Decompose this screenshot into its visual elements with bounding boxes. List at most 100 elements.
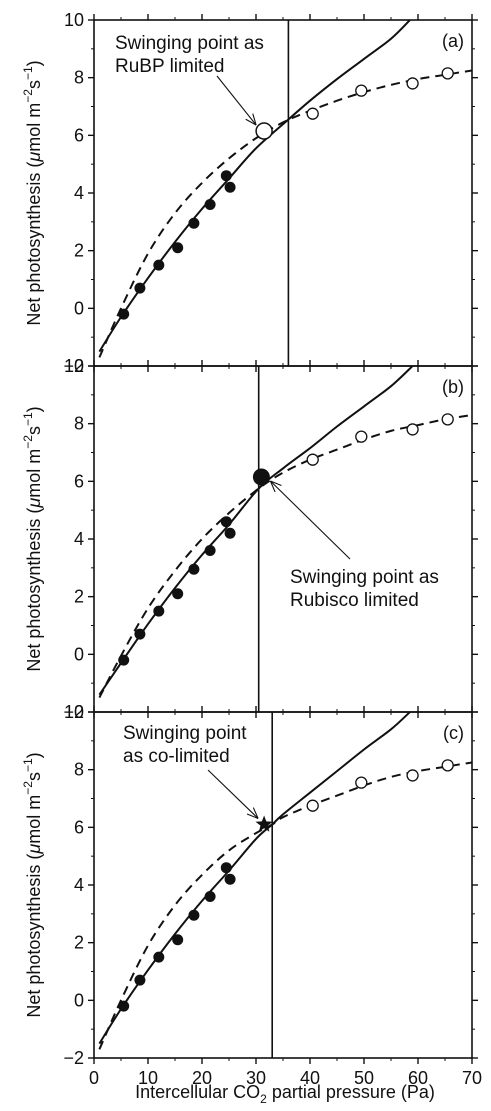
open-point [441,759,454,772]
y-tick-label: 0 [74,644,84,664]
dashed-curve [98,414,472,699]
swinging-point-marker [252,468,270,486]
annotation-line: Rubisco limited [290,590,419,611]
open-point [355,430,368,443]
dashed-curve [98,69,472,358]
x-tick-label: 30 [246,1068,266,1088]
filled-point [172,934,184,946]
filled-point [220,862,232,874]
y-tick-label: −2 [63,702,84,722]
open-point [441,67,454,80]
x-tick-label: 40 [300,1068,320,1088]
open-point [306,107,319,120]
y-tick-label: 10 [64,356,84,376]
annotation-line: Swinging point as [115,33,264,54]
x-tick-label: 60 [408,1068,428,1088]
filled-point [118,654,130,666]
panel-1: −2 0 2 4 6 8 10 Net photosynthesis (μmol m−2s−1… [21,10,478,376]
open-point [406,423,419,436]
filled-point [153,605,165,617]
y-tick-label: 0 [74,990,84,1010]
filled-point [224,181,236,193]
filled-point [220,170,232,182]
x-axis-title: Intercellular CO2 partial pressure (Pa) [135,1082,435,1106]
filled-point [134,282,146,294]
filled-point [188,563,200,575]
panel-tag: (b) [442,377,464,397]
y-tick-label: 6 [74,817,84,837]
x-tick-label: 10 [138,1068,158,1088]
y-axis-title: Net photosynthesis (μmol m−2s−1) [21,60,44,325]
open-point [406,77,419,90]
x-tick-label: 50 [354,1068,374,1088]
annotation-arrowhead [245,113,257,126]
solid-curve [98,366,414,696]
filled-point [220,516,232,528]
plot-area [98,20,472,366]
filled-point [204,545,216,557]
dashed-curve [98,761,472,1050]
x-tick-label: 70 [462,1068,482,1088]
annotation-arrowhead [246,807,259,819]
x-tick-label: 20 [192,1068,212,1088]
filled-point [172,588,184,600]
open-point [306,799,319,812]
annotation-arrow [270,480,351,560]
annotation-arrow [216,75,257,126]
y-tick-label: −2 [63,356,84,376]
annotation-arrowhead [269,480,282,493]
y-tick-label: 6 [74,471,84,491]
filled-point [118,308,130,320]
swinging-point-marker [255,815,273,832]
annotation-line: Swinging point [123,723,247,744]
y-tick-label: 4 [74,529,84,549]
y-tick-label: 2 [74,933,84,953]
open-point [306,453,319,466]
panel-tag: (a) [442,31,464,51]
solid-curve [98,712,411,1045]
filled-point [172,242,184,254]
plot-frame [93,365,473,713]
y-axis-title: Net photosynthesis (μmol m−2s−1) [21,752,44,1017]
y-tick-label: 8 [74,414,84,434]
y-tick-label: 10 [64,702,84,722]
y-tick-label: 2 [74,241,84,261]
open-point [355,776,368,789]
filled-point [134,974,146,986]
annotation-line: Swinging point as [290,567,439,588]
annotation-line: RuBP limited [115,56,224,77]
annotation-line: as co-limited [123,746,230,767]
filled-point [134,628,146,640]
filled-point [204,199,216,211]
y-tick-label: 0 [74,298,84,318]
open-point [441,413,454,426]
filled-point [204,891,216,903]
y-tick-label: 6 [74,125,84,145]
y-tick-label: 4 [74,183,84,203]
annotation-arrow [207,769,259,819]
filled-point [153,259,165,271]
x-tick-label: 0 [89,1068,99,1088]
open-point [406,769,419,782]
open-point [355,84,368,97]
filled-point [153,951,165,963]
filled-point [188,217,200,229]
y-axis-title: Net photosynthesis (μmol m−2s−1) [21,406,44,671]
filled-point [188,909,200,921]
panel-tag: (c) [443,723,464,743]
panel-2: −2 0 2 4 6 8 10 Net photosynthesis (μmol m−2s−1… [21,356,478,722]
solid-curve [98,20,411,353]
swinging-point-marker [255,122,273,140]
filled-point [224,527,236,539]
y-tick-label: 8 [74,68,84,88]
y-tick-label: 2 [74,587,84,607]
y-tick-label: 10 [64,10,84,30]
y-tick-label: 4 [74,875,84,895]
y-tick-label: 8 [74,760,84,780]
plot-area [98,366,472,712]
plot-area [98,712,472,1058]
y-tick-label: −2 [63,1048,84,1068]
filled-point [224,873,236,885]
